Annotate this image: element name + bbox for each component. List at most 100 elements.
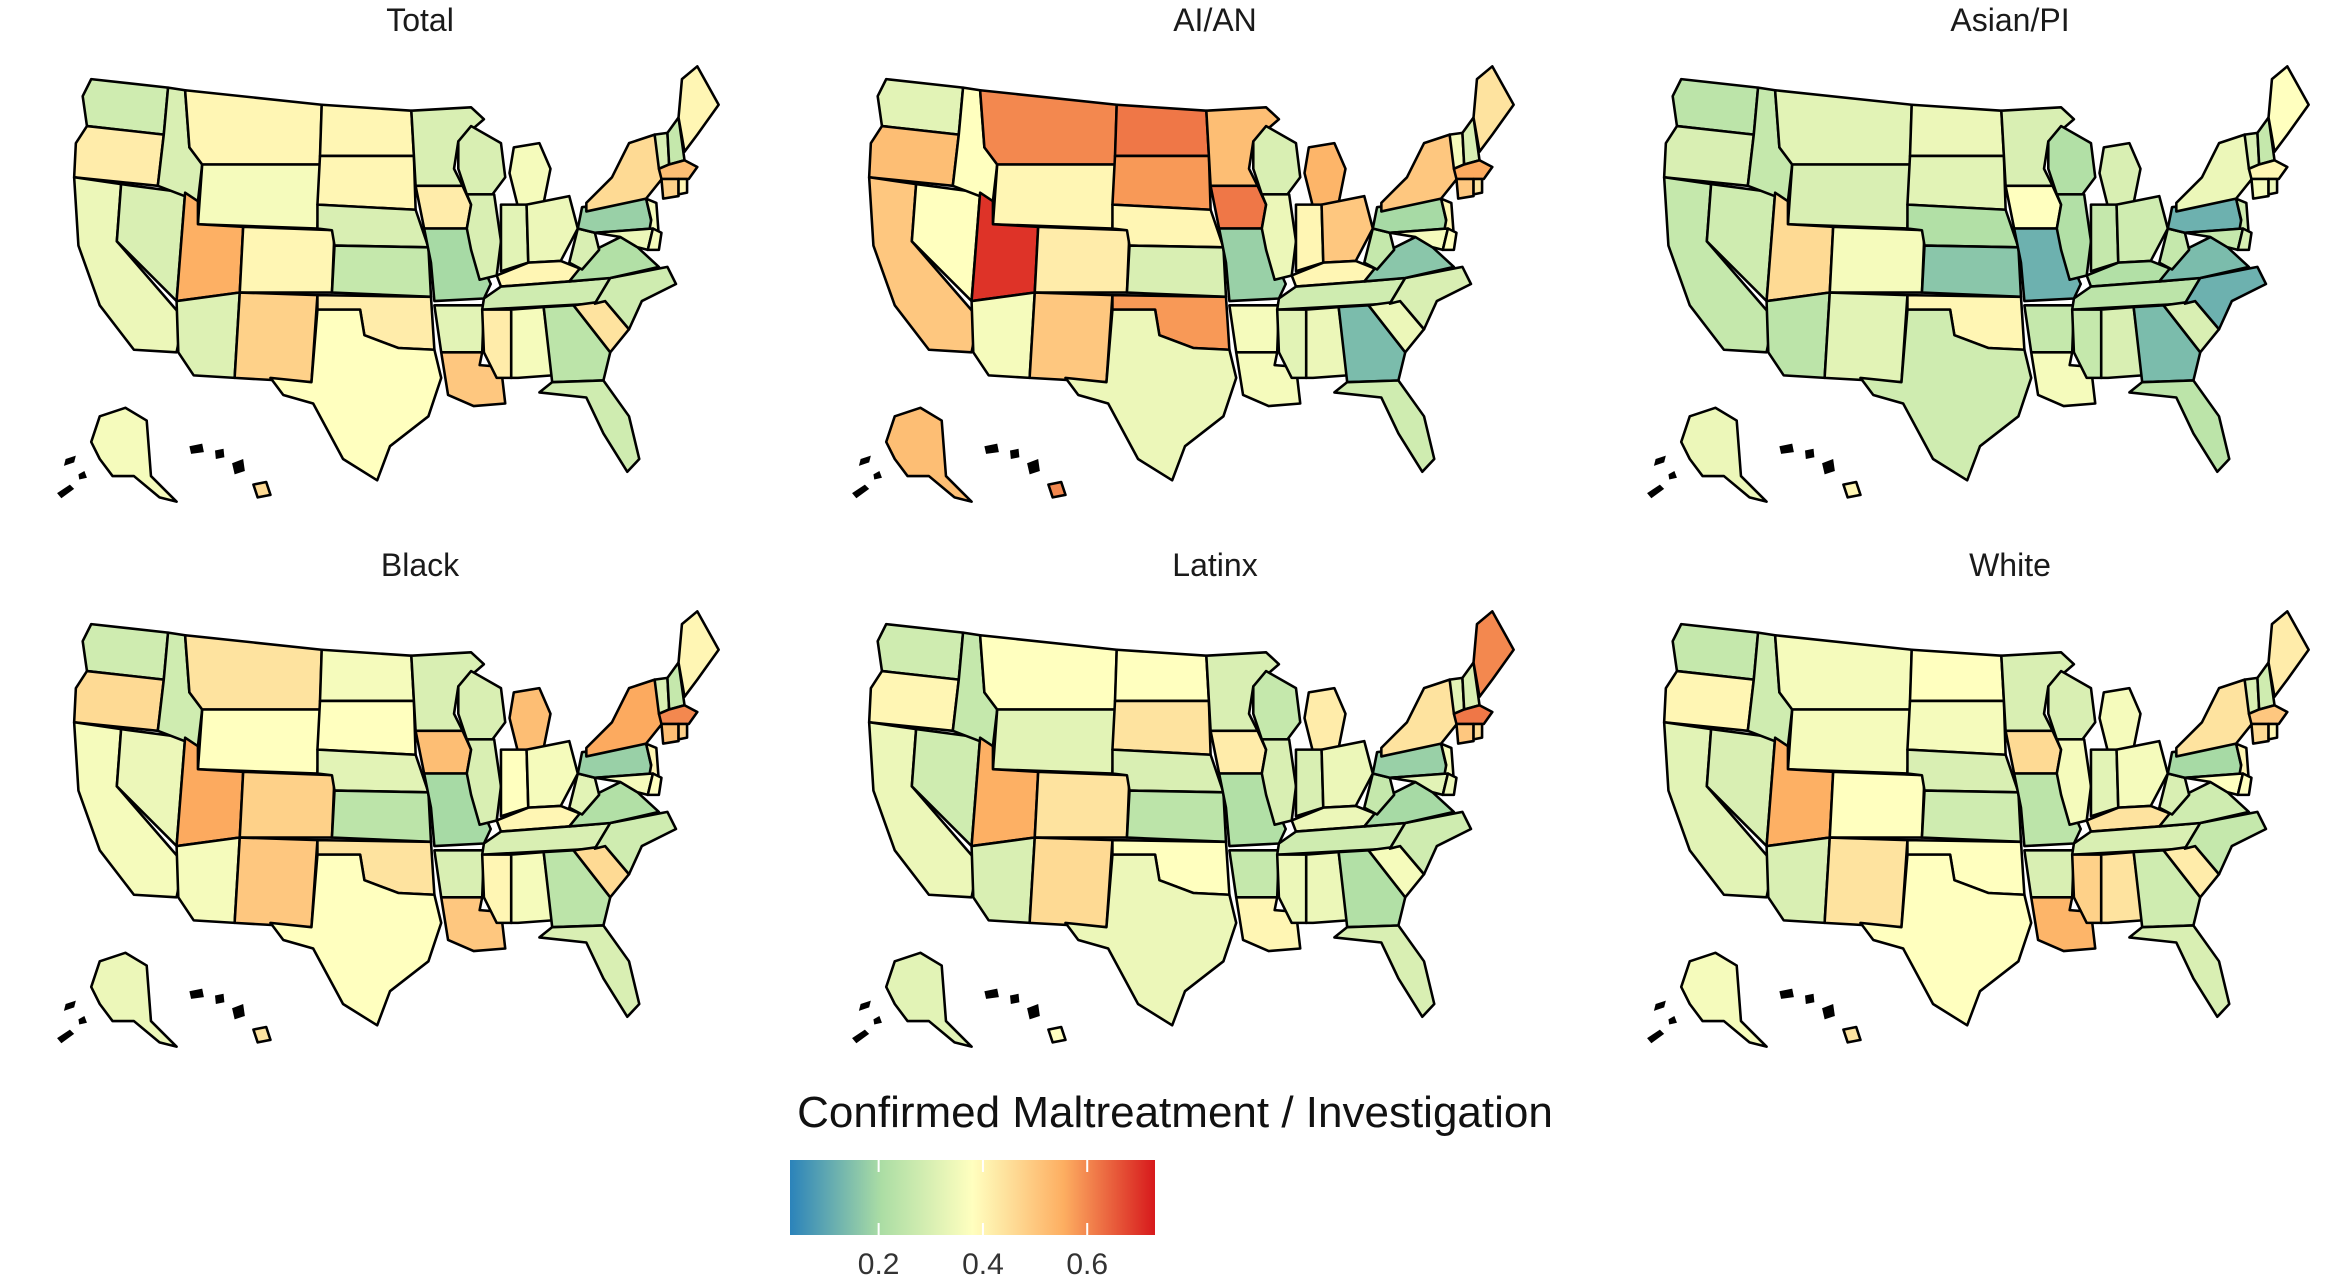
state-nd [1113,648,1211,703]
state-de [646,227,663,252]
state-ia [2004,729,2063,775]
state-ne [316,748,430,794]
state-ne [1906,748,2020,794]
state-la [439,351,507,408]
panel-title: White [1969,547,2051,583]
state-ks [330,244,433,299]
state-co [1828,770,1926,839]
state-ia [1209,729,1268,775]
island-mark [63,455,76,466]
state-md [1388,772,1450,797]
state-nd [1113,103,1211,158]
state-in [1294,748,1325,818]
state-ri [2267,722,2279,741]
state-in [499,748,530,818]
state-fl [538,924,641,1019]
state-wv [2157,772,2191,816]
state-md [2183,772,2245,797]
state-il [465,193,503,282]
legend-colorbar [790,1160,1155,1235]
panel-title: Total [386,2,454,38]
state-ne [316,203,430,249]
state-nd [1908,648,2006,703]
state-wv [1362,227,1396,271]
state-wi [2047,124,2097,196]
state-mi [2098,141,2142,209]
state-hi [252,1025,272,1044]
state-ar [2023,849,2076,899]
state-fl [538,379,641,474]
island-mark [1822,459,1835,475]
map-panel-latinx: Latinx [835,545,1595,1075]
state-oh [1320,739,1375,809]
legend-title: Confirmed Maltreatment / Investigation [797,1088,1553,1137]
state-sd [316,699,417,757]
state-fl [1333,924,1436,1019]
choropleth-map [57,610,720,1048]
state-la [1234,351,1302,408]
island-mark [1779,443,1794,454]
state-ks [1125,789,1228,844]
state-me [1472,65,1515,153]
state-me [1472,610,1515,698]
state-ar [2023,304,2076,354]
state-in [499,203,530,273]
legend-tick-label: 0.6 [1066,1248,1109,1281]
island-mark [873,1015,882,1025]
state-oh [2115,194,2170,264]
state-mi [1303,686,1347,754]
state-wy [991,163,1117,230]
state-il [465,738,503,827]
state-tx [1064,853,1238,1027]
state-mt [1773,88,1913,166]
state-ri [1472,177,1484,196]
island-mark [858,455,871,466]
state-co [238,225,336,294]
state-oh [525,194,580,264]
island-mark [984,443,999,454]
state-hi [252,480,272,499]
state-la [2029,351,2097,408]
state-wv [2157,227,2191,271]
island-mark [1653,1000,1666,1011]
state-il [1260,738,1298,827]
island-mark [57,1029,75,1044]
state-de [646,772,663,797]
state-ak [1679,406,1768,503]
island-mark [63,1000,76,1011]
state-ia [2004,184,2063,230]
state-al [2099,850,2144,925]
state-nd [318,103,416,158]
state-il [2055,193,2093,282]
island-mark [232,459,245,475]
state-de [2236,772,2253,797]
state-ak [884,406,973,503]
state-al [509,305,554,380]
island-mark [858,1000,871,1011]
state-ri [677,722,689,741]
state-me [2267,65,2310,153]
state-tx [1859,308,2033,482]
small-multiples-grid: Total AI/AN Asian/PI Black Latinx White [40,0,2310,1048]
island-mark [232,1004,245,1020]
map-panel-total: Total [40,0,800,530]
state-md [2183,227,2245,252]
state-ga [542,849,612,929]
state-wv [567,227,601,271]
state-mt [183,633,323,711]
state-ar [433,304,486,354]
island-mark [1027,459,1040,475]
state-il [1260,193,1298,282]
state-ri [1472,722,1484,741]
state-ne [1906,203,2020,249]
state-or [1662,124,1756,188]
state-or [1662,669,1756,733]
island-mark [78,470,87,480]
map-panel-white: White [1630,545,2350,1075]
state-ri [2267,177,2279,196]
state-ct [660,722,680,745]
state-az [175,291,242,380]
state-co [238,770,336,839]
state-oh [1320,194,1375,264]
state-ia [1209,184,1268,230]
